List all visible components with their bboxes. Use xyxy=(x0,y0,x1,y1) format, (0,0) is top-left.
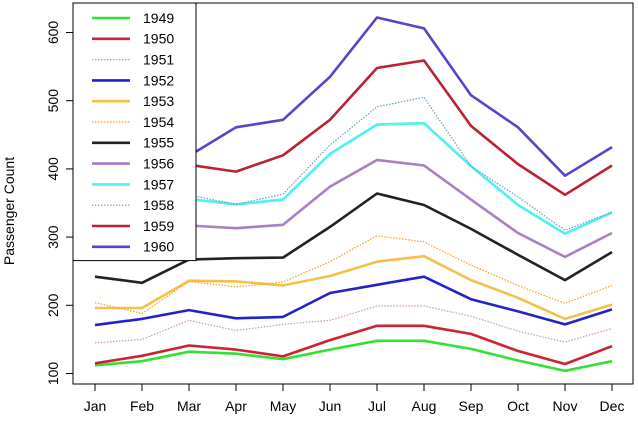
x-tick-label: Nov xyxy=(553,398,578,414)
series-line-1950 xyxy=(94,324,613,366)
legend-label-1959: 1959 xyxy=(143,218,174,234)
legend-box xyxy=(72,2,197,262)
x-tick-label: Mar xyxy=(177,398,201,414)
legend-label-1953: 1953 xyxy=(143,93,174,109)
legend-label-1958: 1958 xyxy=(143,197,174,213)
series-line-1955 xyxy=(94,192,613,285)
x-tick-label: Apr xyxy=(225,398,247,414)
x-tick-label: May xyxy=(270,398,296,414)
series-line-1949 xyxy=(94,339,613,373)
y-tick-label: 200 xyxy=(45,293,61,317)
y-tick-label: 600 xyxy=(45,21,61,45)
legend-label-1956: 1956 xyxy=(143,156,174,172)
x-tick-label: Oct xyxy=(507,398,529,414)
series-line-1951 xyxy=(94,305,613,344)
legend-label-1954: 1954 xyxy=(143,114,174,130)
legend-label-1955: 1955 xyxy=(143,135,174,151)
x-tick-label: Jan xyxy=(84,398,107,414)
legend-label-1952: 1952 xyxy=(143,72,174,88)
x-tick-label: Dec xyxy=(600,398,625,414)
x-tick-label: Sep xyxy=(459,398,484,414)
legend-label-1949: 1949 xyxy=(143,10,174,26)
y-tick-label: 100 xyxy=(45,362,61,386)
y-axis-title: Passenger Count xyxy=(1,157,17,265)
x-tick-label: Jun xyxy=(319,398,342,414)
y-tick-label: 300 xyxy=(45,225,61,249)
legend-label-1957: 1957 xyxy=(143,176,174,192)
legend-label-1960: 1960 xyxy=(143,239,174,255)
x-tick-label: Feb xyxy=(130,398,154,414)
x-tick-label: Jul xyxy=(368,398,386,414)
y-tick-label: 500 xyxy=(45,89,61,113)
x-tick-label: Aug xyxy=(412,398,437,414)
series-line-1952 xyxy=(94,275,613,327)
legend-label-1951: 1951 xyxy=(143,52,174,68)
series-line-1953 xyxy=(95,254,613,321)
legend-label-1950: 1950 xyxy=(143,31,174,47)
y-tick-label: 400 xyxy=(45,157,61,181)
